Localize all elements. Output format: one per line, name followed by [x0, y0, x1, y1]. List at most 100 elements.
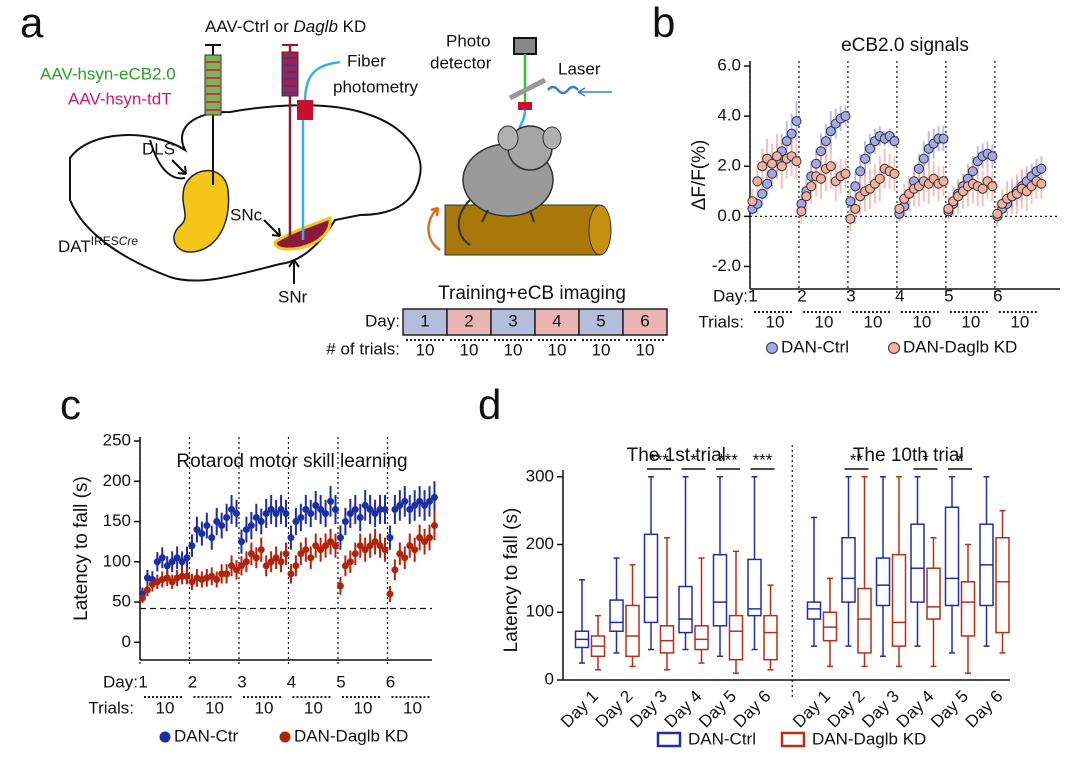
data-point [816, 146, 827, 157]
data-point [257, 518, 265, 526]
data-point [312, 542, 320, 550]
data-point [237, 562, 245, 570]
brain-fold [149, 139, 186, 180]
schedule-trials: 10 [548, 340, 567, 359]
data-point [356, 542, 364, 550]
significance-mark: * [957, 450, 964, 469]
schedule-cell [534, 308, 580, 336]
data-point [218, 522, 226, 530]
data-point [820, 136, 831, 147]
data-point [938, 133, 949, 144]
data-point [282, 550, 290, 558]
data-point [411, 501, 419, 509]
y-tick-label: 150 [103, 511, 131, 530]
data-point [381, 546, 389, 554]
data-point [346, 558, 354, 566]
data-point [874, 173, 885, 184]
trial-label: 10 [766, 312, 785, 331]
legend-label: DAN-Daglb KD [903, 337, 1017, 356]
dls-region [173, 169, 230, 253]
data-point [322, 509, 330, 517]
data-point [767, 168, 778, 179]
legend-label: DAN-Daglb KD [812, 729, 926, 748]
panel-label: d [478, 381, 501, 428]
data-point [860, 153, 871, 164]
data-point [213, 518, 221, 526]
data-point [386, 534, 394, 542]
detector-label: Photo [446, 31, 490, 50]
data-point [356, 514, 364, 522]
data-point [228, 562, 236, 570]
day-tick-label: 1 [138, 672, 147, 691]
ferrule [297, 100, 313, 120]
day-tick-label: 2 [188, 672, 197, 691]
data-point [391, 505, 399, 513]
sensor-label: AAV-hsyn-eCB2.0 [40, 64, 176, 83]
y-tick-label: -2.0 [712, 256, 741, 275]
chart-title: eCB2.0 signals [841, 35, 969, 56]
data-point [277, 558, 285, 566]
detector-label: detector [430, 53, 492, 72]
data-point [322, 542, 330, 550]
box [841, 536, 856, 603]
mouse-ear [497, 125, 519, 151]
data-point [262, 562, 270, 570]
rod-end [588, 204, 612, 256]
data-point [938, 176, 949, 187]
day-tick-label: 3 [237, 672, 246, 691]
trial-label: 10 [1010, 312, 1029, 331]
trial-label: 10 [304, 698, 323, 717]
schedule-trials-label: # of trials: [326, 339, 400, 358]
schedule-day: 6 [640, 311, 649, 330]
chart-title: Rotarod motor skill learning [176, 451, 407, 472]
box [659, 625, 675, 654]
data-point [267, 505, 275, 513]
legend-label: DAN-Ctr [174, 726, 239, 745]
data-point [331, 505, 339, 513]
group-title: The 10th trial [853, 445, 964, 466]
legend-label: DAN-Daglb KD [294, 726, 408, 745]
data-point [752, 176, 763, 187]
data-point [287, 570, 295, 578]
rotarod-setup [427, 37, 612, 256]
brain-diagram [69, 44, 422, 284]
y-axis-label: ΔF/F(%) [689, 140, 710, 211]
data-point [158, 554, 166, 562]
data-point [183, 572, 191, 580]
significance-mark: *** [753, 450, 773, 469]
data-point [1036, 163, 1047, 174]
x-tick-label: Day 2 [824, 687, 869, 732]
data-point [336, 534, 344, 542]
y-axis-label: Latency to fall (s) [71, 476, 92, 621]
y-tick-label: 100 [103, 551, 131, 570]
panel-label: a [20, 0, 44, 46]
data-point [188, 542, 196, 550]
trial-label: 10 [961, 312, 980, 331]
data-point [198, 530, 206, 538]
data-point [252, 554, 260, 562]
data-point [242, 526, 250, 534]
trials-prefix: Trials: [698, 312, 744, 331]
mouse-ear [542, 126, 562, 150]
data-point [297, 514, 305, 522]
day-tick-label: 4 [287, 672, 296, 691]
data-point [781, 136, 792, 147]
data-point [416, 534, 424, 542]
x-tick-label: Day 1 [789, 687, 834, 732]
data-point [845, 213, 856, 224]
data-point [208, 534, 216, 542]
data-point [307, 509, 315, 517]
data-point [430, 522, 438, 530]
data-point [396, 550, 404, 558]
data-point [168, 578, 176, 586]
schedule-day: 4 [552, 311, 561, 330]
data-point [346, 509, 354, 517]
data-point [967, 166, 978, 177]
fiber-label: Fiber [347, 51, 386, 70]
legend-marker [888, 342, 900, 354]
data-point [796, 206, 807, 217]
data-point [317, 505, 325, 513]
box [926, 567, 941, 620]
box [609, 599, 624, 632]
data-point [855, 166, 866, 177]
